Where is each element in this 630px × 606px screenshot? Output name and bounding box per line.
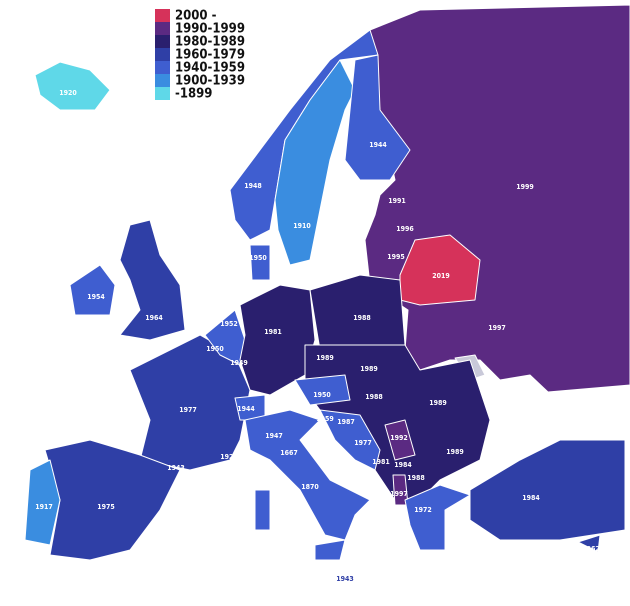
region-year: 1981 bbox=[264, 328, 282, 336]
region-year: 1943 bbox=[336, 575, 354, 583]
region-year: 1948 bbox=[244, 182, 262, 190]
region-year: 1962 bbox=[582, 545, 600, 553]
region-year: 1997 bbox=[390, 490, 408, 498]
region-year: 1944 bbox=[369, 141, 387, 149]
region-year: 1988 bbox=[353, 314, 371, 322]
region-year: 1964 bbox=[145, 314, 163, 322]
legend-swatch bbox=[155, 87, 170, 100]
region-year: 1992 bbox=[390, 434, 408, 442]
legend-swatch bbox=[155, 22, 170, 35]
legend-label: 1990-1999 bbox=[175, 22, 245, 37]
region-year: 1929 bbox=[220, 453, 238, 461]
region-year: 1910 bbox=[293, 222, 311, 230]
region-year: 1989 bbox=[360, 365, 378, 373]
legend-label: 1940-1959 bbox=[175, 61, 245, 76]
region-year: 1917 bbox=[35, 503, 53, 511]
region-year: 1984 bbox=[522, 494, 540, 502]
region-year: 1950 bbox=[206, 345, 224, 353]
region-year: 1943 bbox=[167, 464, 185, 472]
region-year: 1987 bbox=[337, 418, 355, 426]
region-year: 1995 bbox=[387, 253, 405, 261]
region-year: 1989 bbox=[429, 399, 447, 407]
region-year: 1870 bbox=[301, 483, 319, 491]
region-year: 1997 bbox=[488, 324, 506, 332]
legend: 2000 -1990-19991980-19891960-19791940-19… bbox=[155, 9, 245, 102]
region-year: 1972 bbox=[414, 506, 432, 514]
region-year: 1999 bbox=[516, 183, 534, 191]
country-shapes bbox=[24, 4, 630, 561]
region-year: 2019 bbox=[432, 272, 450, 280]
region-year: 1667 bbox=[280, 449, 298, 457]
region-year: 1954 bbox=[87, 293, 105, 301]
region-year: 1989 bbox=[316, 354, 334, 362]
legend-swatch bbox=[155, 35, 170, 48]
region-year: 1975 bbox=[97, 503, 115, 511]
legend-swatch bbox=[155, 48, 170, 61]
region-year: 1949 bbox=[230, 359, 248, 367]
region-year: 1989 bbox=[446, 448, 464, 456]
legend-swatch bbox=[155, 61, 170, 74]
legend-label: 1960-1979 bbox=[175, 48, 245, 63]
region-year: 1984 bbox=[394, 461, 412, 469]
region-year: 1952 bbox=[220, 320, 238, 328]
legend-swatch bbox=[155, 9, 170, 22]
region-year: 1988 bbox=[407, 474, 425, 482]
legend-label: 2000 - bbox=[175, 9, 217, 24]
region-year: 1944 bbox=[237, 405, 255, 413]
region-year: 1991 bbox=[388, 197, 406, 205]
region-labels: 1920 1948 1910 1944 1999 1991 1996 1995 2019 1950… bbox=[35, 89, 600, 583]
legend-label: -1899 bbox=[175, 87, 212, 102]
region-year: 1977 bbox=[179, 406, 197, 414]
region-year: 1947 bbox=[265, 432, 283, 440]
region-year: 1996 bbox=[396, 225, 414, 233]
region-year: 1977 bbox=[354, 439, 372, 447]
region-year: 1950 bbox=[249, 254, 267, 262]
legend-label: 1900-1939 bbox=[175, 74, 245, 89]
legend-swatch bbox=[155, 74, 170, 87]
region-year: 1988 bbox=[365, 393, 383, 401]
region-year: 1920 bbox=[59, 89, 77, 97]
region-year: 1959 bbox=[316, 415, 334, 423]
region-year: 1981 bbox=[372, 458, 390, 466]
region-year: 1950 bbox=[313, 391, 331, 399]
legend-label: 1980-1989 bbox=[175, 35, 245, 50]
